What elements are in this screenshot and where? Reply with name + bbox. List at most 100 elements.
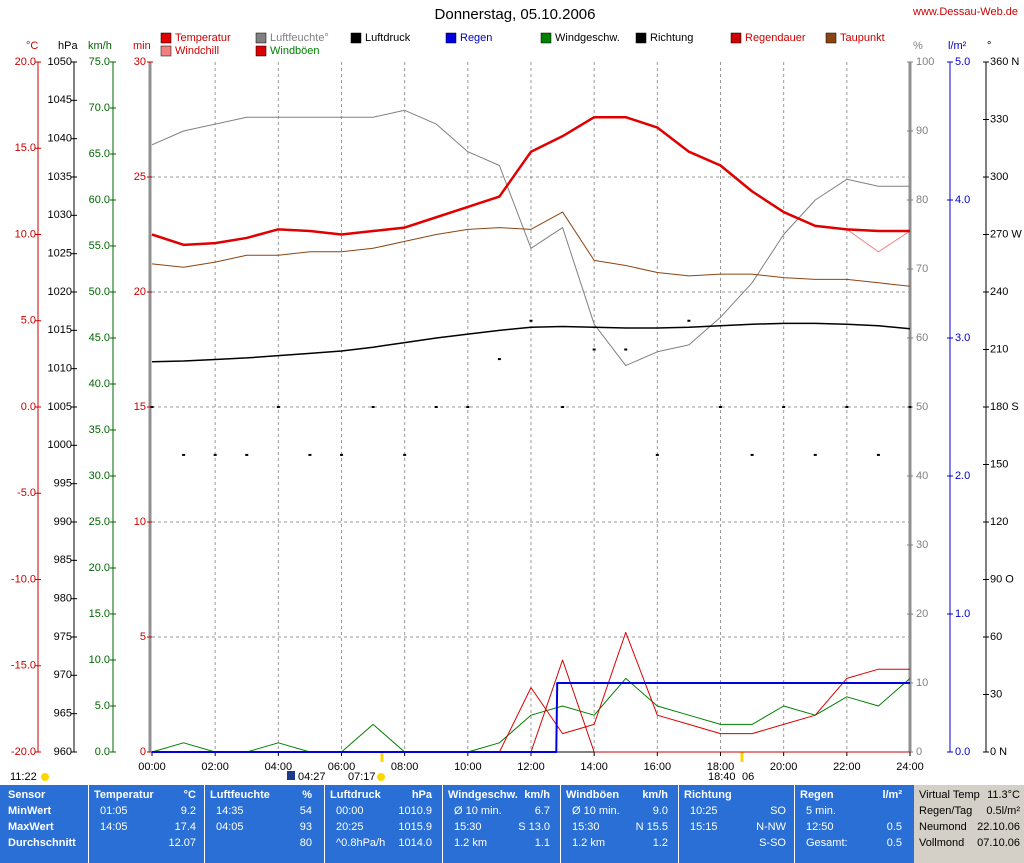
sun-icon (377, 773, 385, 781)
y-tick-label: 1030 (48, 209, 72, 221)
direction-dot (845, 406, 849, 408)
y-tick-label: 15.0 (15, 142, 36, 154)
y-tick-label: 90 O (990, 573, 1014, 585)
time-annotation: 11:22 (10, 771, 37, 783)
direction-dot (687, 319, 691, 322)
y-tick-label: 1005 (48, 401, 72, 413)
panel-value: 22.10.06 (977, 821, 1020, 833)
legend-label: Luftfeuchte° (270, 32, 329, 44)
legend-label: Regen (460, 32, 492, 44)
y-tick-label: 30 (990, 688, 1002, 700)
direction-dot (182, 453, 186, 456)
stats-table: Sensor MinWert MaxWert Durchschnitt Temperat… (0, 785, 1024, 863)
axis-unit: l/m² (948, 40, 967, 52)
series-line (151, 677, 911, 753)
cell-right: 1014.0 (398, 837, 432, 849)
direction-dot (213, 453, 217, 456)
cell-right: 1.1 (534, 837, 550, 849)
cell-left: 01:05 (100, 805, 128, 817)
y-tick-label: 2.0 (955, 470, 970, 482)
y-tick-label: 1010 (48, 363, 72, 375)
y-tick-label: 30 (916, 539, 928, 551)
y-tick-label: 20 (916, 608, 928, 620)
cell-right: 0.5 (886, 821, 902, 833)
cell-left: 04:05 (216, 821, 244, 833)
legend-label: Regendauer (745, 32, 806, 44)
y-tick-label: 45.0 (89, 332, 110, 344)
cell-right: 6.7 (534, 805, 550, 817)
cell-left: 12:50 (806, 821, 834, 833)
time-annotation: 07:17 (348, 771, 376, 783)
row-label: Sensor (8, 789, 46, 801)
y-tick-label: 10 (134, 516, 146, 528)
x-tick-label: 10:00 (454, 761, 482, 773)
panel-label: Virtual Temp (919, 789, 980, 801)
legend-swatch (255, 32, 267, 44)
cell-left: Gesamt: (806, 837, 848, 849)
column-title: Temperatur (94, 789, 154, 801)
y-tick-label: 975 (54, 631, 72, 643)
direction-dot (276, 406, 280, 408)
side-panel (914, 785, 1024, 863)
direction-dot (561, 406, 565, 408)
legend-label: Windgeschw. (555, 32, 620, 44)
x-tick-label: 12:00 (517, 761, 545, 773)
site-link[interactable]: www.Dessau-Web.de (912, 6, 1018, 18)
chart-title: Donnerstag, 05.10.2006 (435, 6, 596, 23)
cell-right: SO (770, 805, 786, 817)
cell-left: Ø 10 min. (572, 805, 620, 817)
axis-unit: km/h (88, 40, 112, 52)
direction-dot (908, 406, 912, 408)
y-tick-label: 0 (916, 746, 922, 758)
legend-label: Richtung (650, 32, 693, 44)
y-tick-label: 980 (54, 593, 72, 605)
column-unit: °C (183, 789, 196, 801)
cell-right: S-SO (759, 837, 786, 849)
y-tick-label: 1050 (48, 56, 72, 68)
x-tick-label: 24:00 (896, 761, 924, 773)
row-label: MinWert (8, 805, 52, 817)
x-tick-label: 08:00 (391, 761, 419, 773)
y-tick-label: 40.0 (89, 378, 110, 390)
y-tick-label: 965 (54, 708, 72, 720)
x-tick-label: 22:00 (833, 761, 861, 773)
row-label: Durchschnitt (8, 837, 76, 849)
cell-left: 14:05 (100, 821, 128, 833)
direction-dot (466, 406, 470, 408)
x-tick-label: 20:00 (770, 761, 798, 773)
y-tick-label: 1025 (48, 248, 72, 260)
cell-left: 00:00 (336, 805, 364, 817)
column-unit: % (302, 789, 312, 801)
y-tick-label: 60 (916, 332, 928, 344)
y-tick-label: 100 (916, 56, 934, 68)
axis-unit: min (133, 40, 151, 52)
cell-left: Ø 10 min. (454, 805, 502, 817)
y-tick-label: 1015 (48, 324, 72, 336)
direction-dot (592, 348, 596, 351)
x-tick-label: 18:00 (707, 761, 735, 773)
column-separator (442, 785, 443, 863)
cell-right: 93 (299, 821, 312, 833)
cell-right: 17.4 (174, 821, 196, 833)
series-line (152, 682, 910, 753)
y-tick-label: 300 (990, 171, 1008, 183)
direction-dot (371, 406, 375, 408)
y-tick-label: 180 S (990, 401, 1019, 413)
cell-right: 1.2 (652, 837, 668, 849)
legend-swatch (350, 32, 362, 44)
y-tick-label: 1000 (48, 439, 72, 451)
direction-dot (497, 358, 501, 361)
cell-right: 12.07 (168, 837, 196, 849)
y-tick-label: 3.0 (955, 332, 970, 344)
y-tick-label: 270 W (990, 228, 1022, 240)
cell-left: 10:25 (690, 805, 718, 817)
y-tick-label: 960 (54, 746, 72, 758)
panel-label: Regen/Tag (919, 805, 973, 817)
y-tick-label: 70.0 (89, 102, 110, 114)
axis-unit: °C (26, 40, 38, 52)
y-tick-label: 970 (54, 669, 72, 681)
time-annotation: 06 (742, 771, 754, 783)
legend-label: Windchill (175, 45, 219, 57)
column-separator (560, 785, 561, 863)
column-separator (88, 785, 89, 863)
